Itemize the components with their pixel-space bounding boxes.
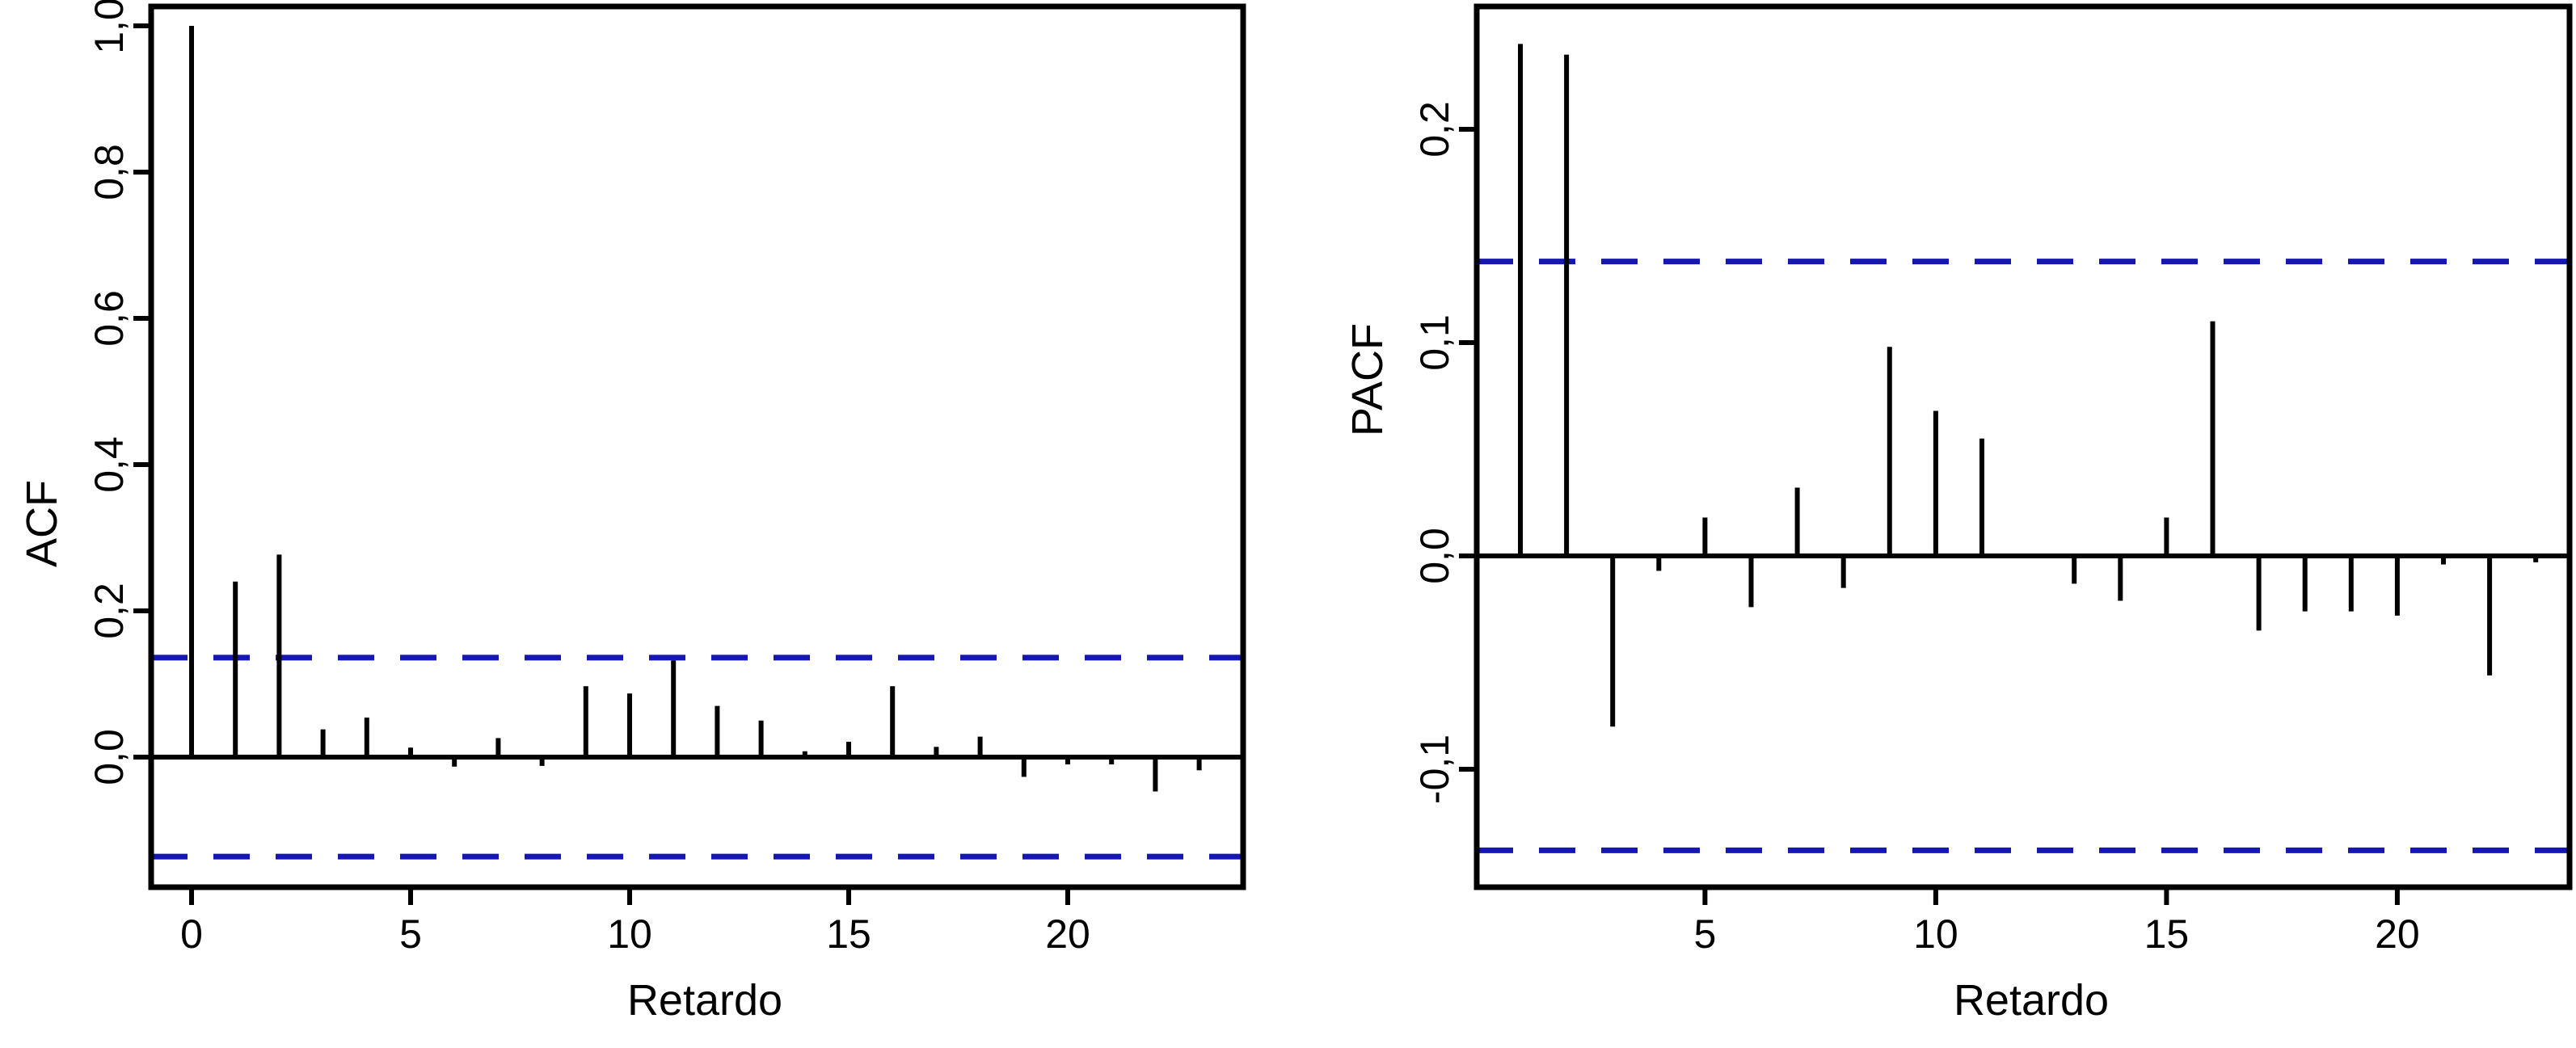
pacf-y-axis-title: PACF (1343, 323, 1392, 436)
acf-ytick-label-1,0: 1,0 (86, 0, 132, 54)
acf-ytick-label-0,2: 0,2 (86, 583, 132, 639)
pacf-xtick-label-20: 20 (2375, 911, 2420, 957)
acf-x-axis-title: Retardo (627, 976, 782, 1025)
acf-xtick-label-10: 10 (607, 911, 652, 957)
pacf-ytick-label-0,0: 0,0 (1412, 528, 1457, 584)
acf-xtick-label-20: 20 (1045, 911, 1090, 957)
acf-xtick-label-0: 0 (180, 911, 203, 957)
chart-render-root: 1,0 0,8 0,6 0,4 0,2 0,0 0 5 10 15 20 0,2 0,1 0,0 -0,1 5… (86, 0, 2573, 957)
pacf-x-axis-title: Retardo (1954, 976, 2109, 1025)
acf-ytick-label-0,8: 0,8 (86, 144, 132, 200)
pacf-plot-box (1474, 3, 2573, 890)
pacf-ytick-label--0,1: -0,1 (1412, 734, 1457, 804)
acf-y-axis-title: ACF (18, 480, 66, 567)
pacf-xtick-label-5: 5 (1693, 911, 1716, 957)
pacf-xtick-label-15: 15 (2144, 911, 2190, 957)
acf-xtick-label-15: 15 (826, 911, 871, 957)
acf-ytick-label-0,4: 0,4 (86, 436, 132, 493)
acf-ytick-label-0,0: 0,0 (86, 729, 132, 785)
acf-ytick-label-0,6: 0,6 (86, 290, 132, 347)
acf-plot-box (148, 3, 1246, 890)
acf-xtick-label-5: 5 (399, 911, 422, 957)
pacf-ytick-label-0,1: 0,1 (1412, 314, 1457, 371)
pacf-ytick-label-0,2: 0,2 (1412, 101, 1457, 158)
pacf-xtick-label-10: 10 (1913, 911, 1958, 957)
